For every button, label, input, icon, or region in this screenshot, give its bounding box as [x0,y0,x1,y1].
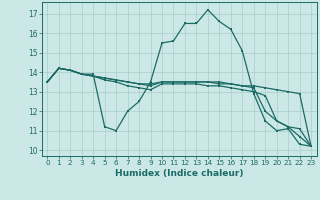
X-axis label: Humidex (Indice chaleur): Humidex (Indice chaleur) [115,169,244,178]
